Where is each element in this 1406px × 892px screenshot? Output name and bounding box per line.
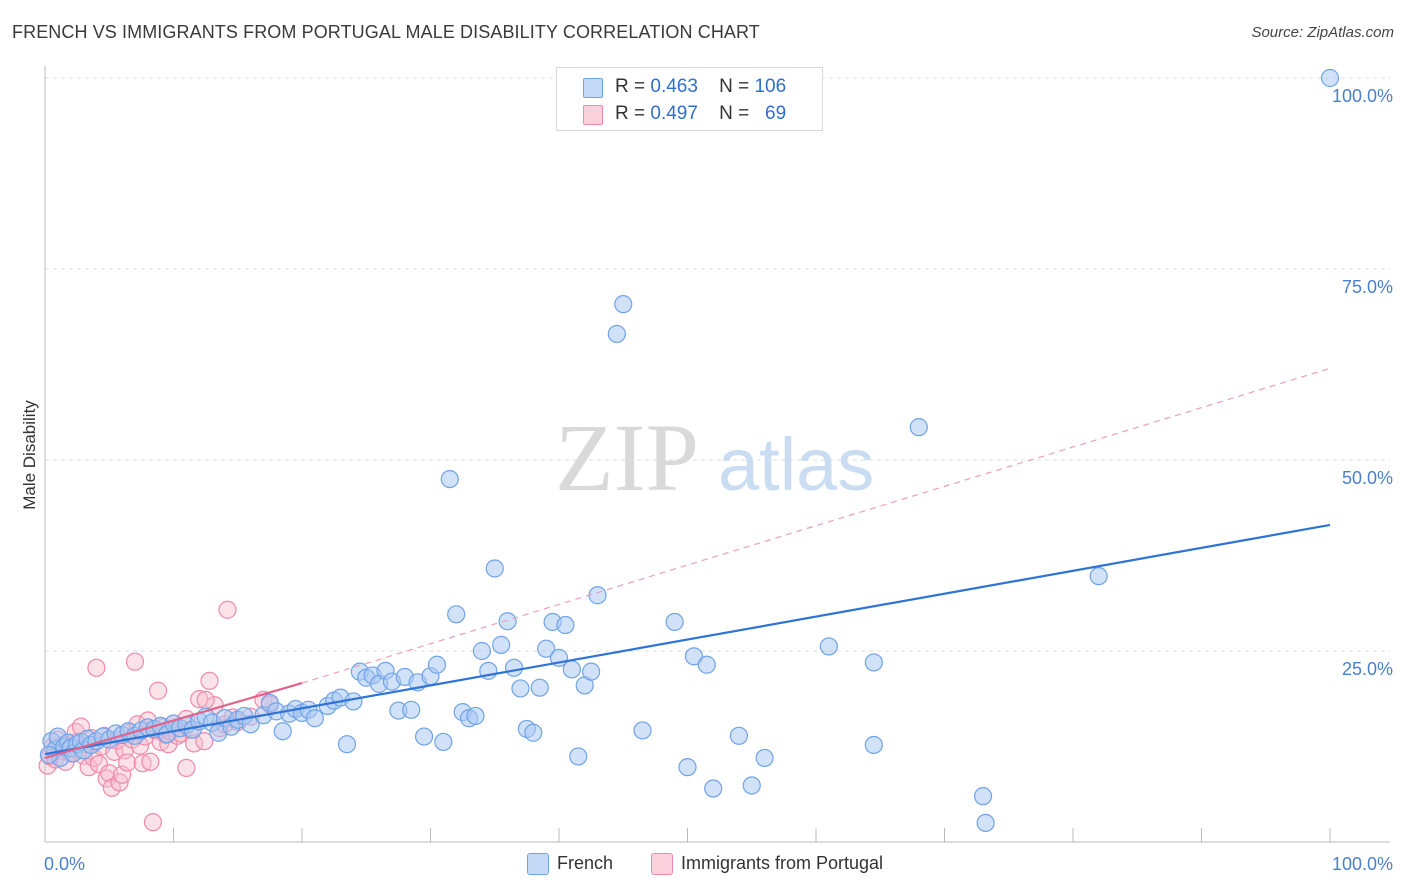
legend-n-value-portugal: 69	[765, 103, 787, 124]
legend-r-label: R =	[615, 76, 646, 97]
french-point	[241, 715, 260, 734]
french-point	[485, 559, 504, 578]
portugal-point	[87, 658, 106, 677]
french-point	[414, 727, 434, 746]
french-point	[524, 723, 543, 742]
french-point	[678, 758, 697, 777]
french-point	[569, 747, 588, 766]
bottom-legend-swatch-french	[527, 853, 549, 875]
legend-swatch-portugal	[583, 105, 603, 125]
bottom-legend-label-portugal: Immigrants from Portugal	[681, 853, 884, 873]
portugal-point	[79, 758, 98, 777]
french-point	[633, 721, 652, 740]
trend-lines	[44, 367, 1331, 760]
french-point	[472, 641, 491, 661]
legend-swatch-french	[583, 78, 603, 98]
legend-n-label: N =	[719, 103, 750, 124]
french-point	[440, 470, 459, 489]
x-tick-label: 0.0%	[44, 854, 85, 874]
bottom-legend-label-french: French	[557, 853, 614, 873]
x-tick-label: 100.0%	[1332, 854, 1393, 874]
french-point	[976, 813, 995, 833]
french-point	[614, 295, 633, 314]
french-point	[337, 735, 357, 754]
french-point	[305, 709, 324, 728]
portugal-point	[148, 681, 168, 700]
watermark-atlas: atlas	[718, 423, 874, 506]
french-point	[582, 662, 601, 681]
french-point	[511, 679, 530, 698]
portugal-point	[125, 652, 145, 671]
portugal-trend-line	[44, 682, 303, 760]
y-tick-label: 50.0%	[1342, 468, 1393, 488]
chart-title: FRENCH VS IMMIGRANTS FROM PORTUGAL MALE …	[12, 22, 760, 42]
portugal-trend-extension	[301, 367, 1331, 684]
gridlines	[45, 77, 1390, 652]
french-point	[864, 735, 883, 755]
portugal-point	[177, 758, 196, 777]
french-point	[973, 787, 993, 806]
portugal-point	[196, 690, 215, 709]
french-trend-line	[44, 523, 1331, 756]
french-point	[742, 776, 761, 795]
y-tick-label: 25.0%	[1342, 659, 1393, 679]
french-point	[402, 700, 421, 719]
source-label: Source: ZipAtlas.com	[1251, 24, 1394, 41]
portugal-point	[218, 600, 237, 619]
bottom-legend-swatch-portugal	[651, 853, 673, 875]
french-point	[697, 655, 716, 674]
french-point	[434, 732, 453, 752]
portugal-point	[195, 732, 214, 751]
y-tick-label: 75.0%	[1342, 277, 1393, 297]
french-point	[729, 726, 749, 745]
legend-r-label: R =	[615, 103, 646, 124]
axes	[44, 66, 1390, 843]
y-tick-label: 100.0%	[1332, 86, 1393, 106]
french-point	[562, 660, 581, 679]
french-point	[427, 655, 447, 674]
french-point	[273, 722, 292, 741]
legend-n-label: N =	[719, 76, 750, 97]
french-point	[447, 605, 466, 624]
french-point	[588, 586, 607, 605]
watermark: ZIP atlas	[555, 404, 874, 511]
portugal-point	[118, 753, 137, 772]
french-point	[755, 748, 774, 768]
french-point	[537, 639, 556, 658]
watermark-zip: ZIP	[555, 404, 699, 511]
french-point	[864, 653, 883, 672]
portugal-point	[143, 813, 163, 832]
french-point	[498, 612, 517, 631]
french-point	[1089, 567, 1108, 586]
y-axis-label: Male Disability	[20, 400, 39, 510]
legend-r-value-french: 0.463	[650, 76, 698, 97]
french-point	[684, 647, 704, 666]
stats-legend: R = 0.463 N = 106 R = 0.497 N = 69	[556, 67, 823, 131]
french-point	[492, 635, 511, 654]
french-point	[704, 779, 723, 798]
french-point	[819, 637, 838, 656]
french-point	[909, 418, 928, 437]
legend-n-value-french: 106	[754, 76, 787, 97]
french-point	[556, 615, 575, 635]
french-point	[530, 678, 549, 697]
portugal-point	[200, 671, 219, 690]
portugal-point	[133, 754, 152, 773]
portugal-point	[141, 752, 160, 771]
french-point	[504, 658, 524, 677]
legend-r-value-portugal: 0.497	[650, 103, 698, 124]
tick-labels: 25.0% 50.0% 75.0% 100.0% 0.0% 100.0%	[44, 86, 1393, 874]
french-point	[466, 706, 485, 726]
portugal-point	[89, 754, 109, 774]
french-point	[607, 324, 626, 344]
french-point	[344, 692, 363, 711]
portugal-point	[190, 690, 209, 709]
french-point	[665, 612, 684, 632]
french-point	[1320, 68, 1340, 88]
